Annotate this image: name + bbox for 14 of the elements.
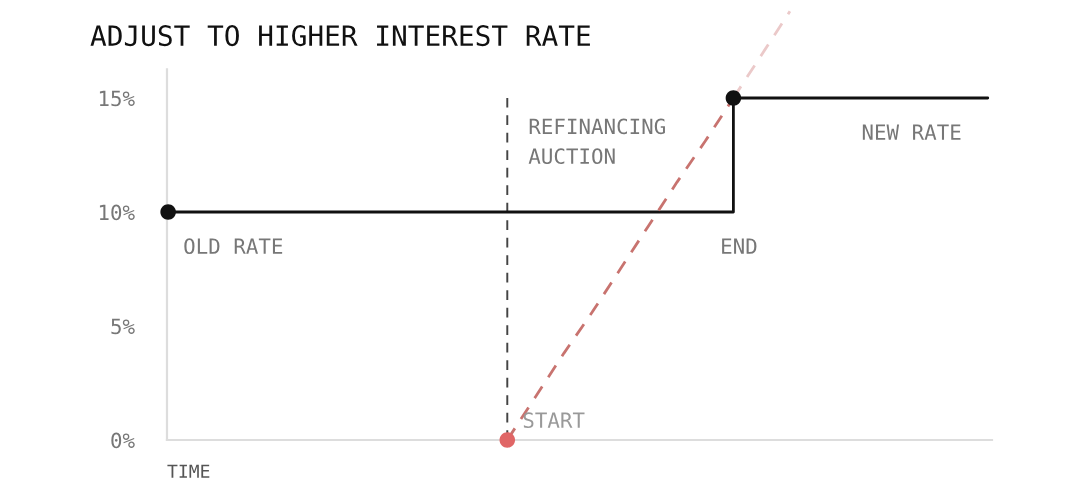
annotation: REFINANCING AUCTION bbox=[528, 118, 665, 165]
x-axis-title: TIME bbox=[167, 464, 210, 478]
y-tick-label: 5% bbox=[111, 318, 135, 335]
data-label: END bbox=[722, 238, 757, 254]
data-label: START bbox=[523, 412, 585, 429]
point bbox=[499, 432, 516, 448]
chart-title: ADJUST TO HIGHER INTEREST RATE bbox=[90, 25, 590, 47]
point bbox=[725, 90, 742, 106]
y-tick-label: 10% bbox=[99, 204, 135, 221]
point bbox=[160, 204, 176, 220]
y-tick-label: 15% bbox=[99, 90, 135, 107]
data-label: OLD RATE bbox=[184, 238, 283, 255]
y-tick-label: 0% bbox=[111, 432, 135, 449]
data-label: NEW RATE bbox=[862, 124, 961, 140]
